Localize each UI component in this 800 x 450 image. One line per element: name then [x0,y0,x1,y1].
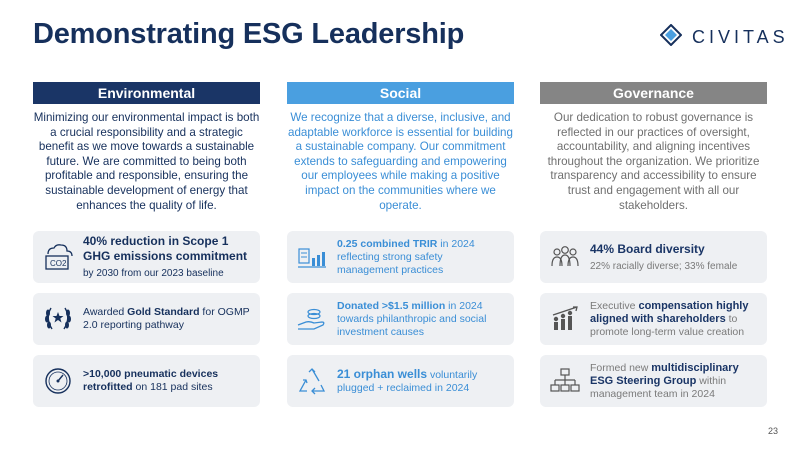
governance-heading: Governance [540,82,767,104]
page-number: 23 [767,426,778,436]
civitas-diamond-logo-icon [659,23,683,51]
environmental-card-pneumatic: >10,000 pneumatic devices retrofitted on… [33,355,260,407]
card-bold-text: 40% reduction in Scope 1 GHG emissions c… [83,234,248,263]
card-detail-text: 22% racially diverse; 33% female [590,260,738,272]
org-chart-icon [540,355,590,407]
environmental-column: Environmental Minimizing our environment… [33,82,260,407]
card-detail-text: on 181 pad sites [132,381,213,393]
card-bold-text: Donated >$1.5 million [337,299,446,312]
svg-text:CO2: CO2 [50,259,67,268]
card-bold-text: Gold Standard [127,306,200,318]
card-pre-text: Formed new [590,361,652,374]
social-card-orphan-wells: 21 orphan wells voluntarily plugged + re… [287,355,514,407]
social-card-donations: Donated >$1.5 million in 2024 towards ph… [287,293,514,345]
laurel-wreath-icon [33,293,83,345]
governance-column: Governance Our dedication to robust gove… [540,82,767,407]
card-bold-text: 44% Board diversity [590,241,705,256]
governance-card-board-diversity: 44% Board diversity 22% racially diverse… [540,231,767,283]
card-pre-text: Executive [590,299,639,312]
card-bold-text: 21 orphan wells [337,366,428,381]
card-detail-text: voluntarily plugged + reclaimed in 2024 [337,368,478,394]
governance-card-compensation: Executive compensation highly aligned wi… [540,293,767,345]
environmental-body: Minimizing our environmental impact is b… [33,111,260,212]
card-bold-text: 0.25 combined TRIR [337,237,438,250]
civitas-logo: CIVITAS [659,23,785,51]
card-detail-text: in 2024 towards philanthropic and social… [337,299,487,338]
card-detail-text: to promote long-term value creation [590,312,745,338]
people-group-icon [540,231,590,283]
card-detail-text: by 2030 from our 2023 baseline [83,268,224,279]
social-column: Social We recognize that a diverse, incl… [287,82,514,407]
card-bold-text: >10,000 pneumatic devices retrofitted [83,368,219,393]
co2-cloud-icon: CO2 [33,231,83,283]
pressure-gauge-icon [33,355,83,407]
environmental-card-gold-standard: Awarded Gold Standard for OGMP 2.0 repor… [33,293,260,345]
social-heading: Social [287,82,514,104]
card-detail-text: in 2024 reflecting strong safety managem… [337,237,475,276]
card-detail-text: for OGMP 2.0 reporting pathway [83,306,250,331]
page-title: Demonstrating ESG Leadership [33,18,465,50]
environmental-heading: Environmental [33,82,260,104]
card-detail-text: within management team in 2024 [590,374,727,400]
governance-body: Our dedication to robust governance is r… [547,111,760,212]
card-bold-text: multidisciplinary ESG Steering Group [590,361,739,387]
environmental-card-emissions: CO2 40% reduction in Scope 1 GHG emissio… [33,231,260,283]
logo-text: CIVITAS [692,26,789,47]
recycle-icon [287,355,337,407]
hand-coins-icon [287,293,337,345]
card-bold-text: compensation highly aligned with shareho… [590,299,749,325]
social-body: We recognize that a diverse, inclusive, … [288,111,513,212]
safety-chart-icon [287,231,337,283]
governance-card-steering-group: Formed new multidisciplinary ESG Steerin… [540,355,767,407]
growth-people-icon [540,293,590,345]
social-card-trir: 0.25 combined TRIR in 2024 reflecting st… [287,231,514,283]
card-pre-text: Awarded [83,306,128,318]
